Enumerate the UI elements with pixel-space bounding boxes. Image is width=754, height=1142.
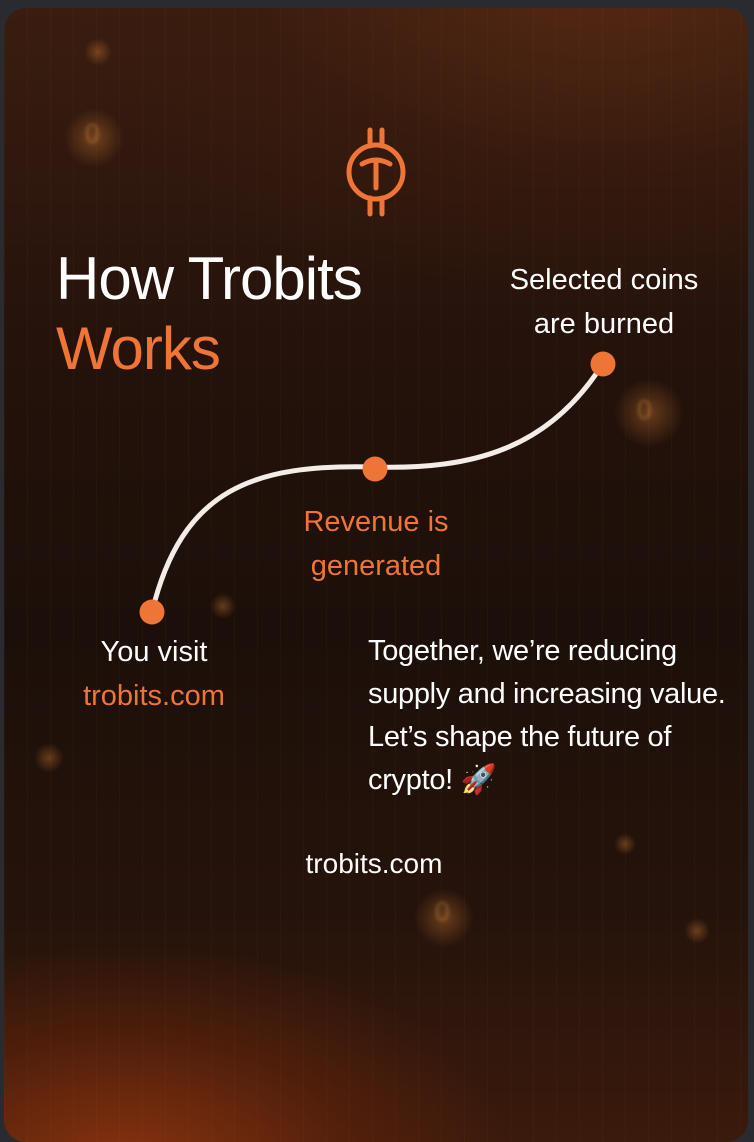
background-zero-glyph-icon: 0 <box>636 396 653 426</box>
bokeh-light <box>614 378 684 448</box>
bokeh-light <box>414 888 474 948</box>
title-line-2: Works <box>56 315 221 382</box>
step-3-line-2: are burned <box>533 308 675 340</box>
closing-message: Together, we’re reducing supply and incr… <box>368 635 726 796</box>
step-1-line-1: You visit <box>100 636 208 668</box>
background-zero-glyph-icon: 0 <box>434 898 451 928</box>
bokeh-light <box>614 833 636 855</box>
title-line-1: How Trobits <box>56 245 363 312</box>
step-3-label: Selected coins are burned <box>484 258 724 346</box>
footer-url[interactable]: trobits.com <box>305 848 443 879</box>
step-1-dot <box>139 599 165 625</box>
step-2-label: Revenue is generated <box>266 500 486 588</box>
step-1-label: You visit trobits.com <box>59 630 249 718</box>
step-3-line-1: Selected coins <box>509 264 699 296</box>
process-curve <box>139 351 616 625</box>
background-zero-glyph-icon: 0 <box>84 120 101 150</box>
step-1-link[interactable]: trobits.com <box>83 680 225 712</box>
bokeh-light <box>210 593 236 619</box>
bokeh-light <box>84 38 112 66</box>
trobits-coin-logo-icon <box>346 127 406 217</box>
step-2-dot <box>362 456 388 482</box>
step-2-line-2: generated <box>310 550 442 582</box>
page-title: How Trobits Works <box>56 244 363 384</box>
bokeh-light <box>34 743 64 773</box>
info-card: 0 0 0 How Trobits Works Selected coins a… <box>4 8 748 1142</box>
step-2-line-1: Revenue is <box>303 506 449 538</box>
bokeh-light <box>684 918 710 944</box>
bokeh-light <box>64 108 124 168</box>
step-3-dot <box>590 351 616 377</box>
